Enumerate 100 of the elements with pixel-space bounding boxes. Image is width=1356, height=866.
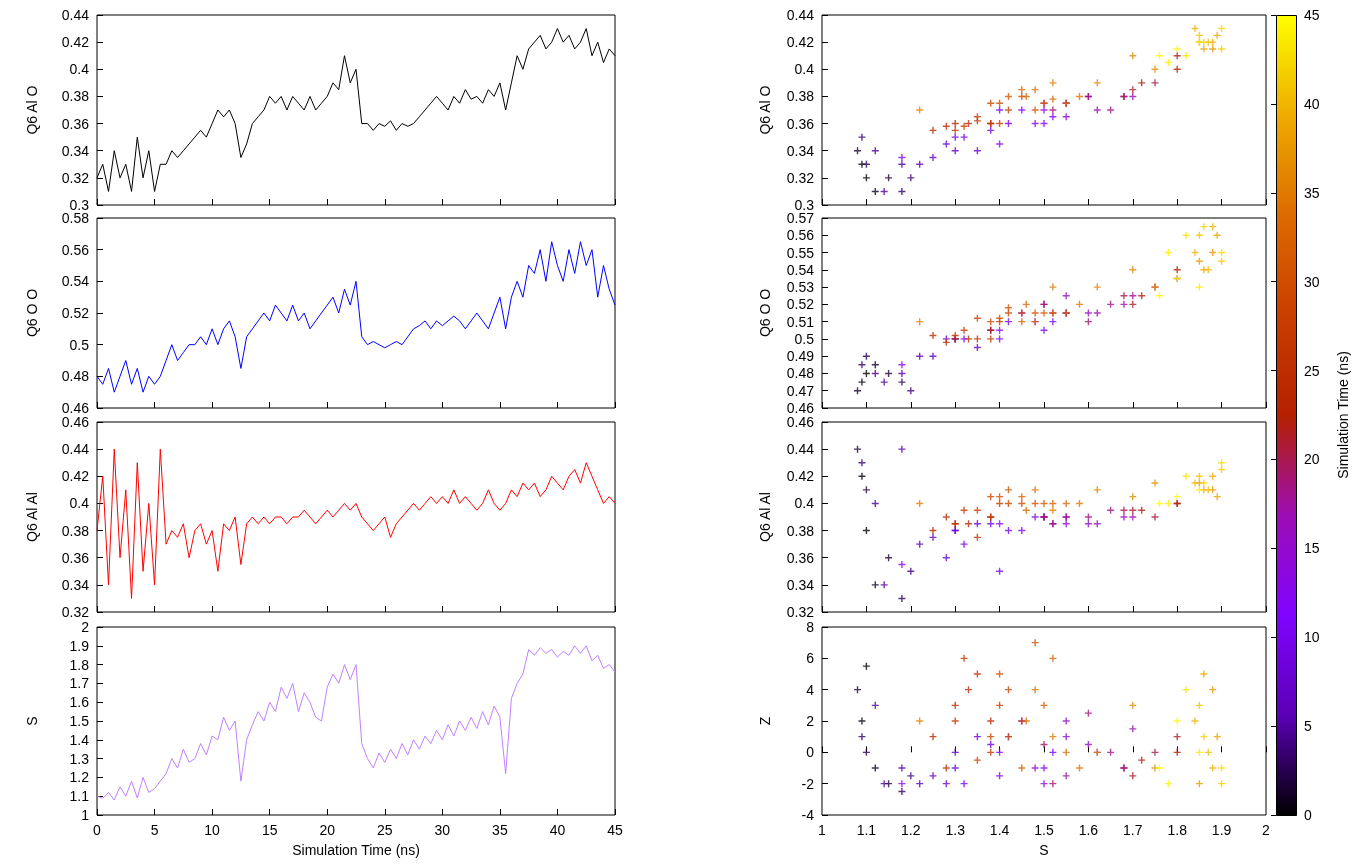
x-tick-label: 10 [204,822,221,838]
y-tick-label: 0.46 [786,400,815,416]
y-tick-label: 0.5 [69,336,90,353]
y-tick-label: 0.58 [61,210,90,226]
y-tick-label: 0.56 [786,227,815,244]
y-tick-label: 0.32 [786,604,815,620]
x-tick-label: 1.7 [1123,822,1143,838]
x-tick-label: 1 [818,822,827,838]
y-tick-label: 0.32 [61,604,90,620]
color-bar-label: 30 [1304,273,1320,290]
x-tick-label: 20 [319,822,336,838]
y-tick-label: 0.44 [61,7,90,23]
y-tick-label: 0.5 [794,330,815,347]
y-tick-label: 0.57 [786,210,815,226]
x-axis-title: Simulation Time (ns) [292,842,420,858]
y-tick-label: 0.48 [786,365,815,382]
x-tick-label: 15 [261,822,278,838]
y-tick-label: 4 [806,681,815,698]
line-series [96,241,616,393]
y-tick-label: 0.3 [794,197,815,213]
y-tick-label: 0 [806,744,815,761]
line-series [96,448,616,599]
y-tick-label: 0.52 [61,305,90,321]
y-axis-title: S [24,716,40,726]
y-tick-label: 0.34 [61,142,90,159]
x-axis-title: S [1039,842,1049,858]
y-axis-title: Q6 Al O [24,85,40,135]
y-tick-label: 0.44 [786,7,815,23]
y-axis-title: Q6 Al Al [24,492,40,542]
y-tick-label: 1.2 [69,769,90,786]
y-tick-label: 1.1 [69,788,90,805]
y-tick-label: 0.4 [69,61,90,78]
y-tick-label: 0.46 [786,414,815,430]
y-axis-title: Q6 Al O [757,85,773,135]
y-tick-label: 0.34 [61,576,90,593]
y-tick-label: 0.54 [61,273,90,290]
x-tick-label: 1.2 [901,822,921,838]
x-tick-label: 35 [492,822,508,838]
y-tick-label: 0.38 [61,522,90,539]
y-tick-label: 0.44 [786,441,815,458]
y-tick-label: 0.49 [786,348,815,365]
y-tick-label: 0.42 [786,468,815,485]
color-bar-label: 40 [1304,95,1320,112]
y-tick-label: 0.3 [69,197,90,213]
y-tick-label: 0.36 [61,549,90,566]
color-bar-label: 0 [1304,807,1312,823]
y-tick-label: 2 [806,713,815,729]
color-bar-title: Simulation Time (ns) [1335,351,1351,479]
y-tick-label: 8 [806,619,815,635]
x-tick-label: 1.9 [1211,822,1232,838]
y-axis-title: Q6 O O [757,288,773,338]
color-bar-label: 15 [1304,540,1320,557]
y-tick-label: 0.55 [786,244,815,261]
x-tick-label: 1.6 [1078,822,1099,838]
y-axis-title: Z [757,716,773,726]
y-tick-label: 0.36 [61,115,90,132]
line-series [96,645,616,801]
y-axis-title: Q6 Al Al [757,492,773,542]
y-tick-label: 0.47 [786,382,815,399]
x-tick-label: 5 [150,822,159,838]
x-tick-label: 0 [93,822,102,838]
y-tick-label: 0.44 [61,441,90,458]
y-tick-label: 0.34 [786,576,815,593]
color-bar-label: 10 [1304,629,1320,646]
y-tick-label: 0.51 [786,313,815,330]
x-tick-label: 1.1 [856,822,877,838]
y-tick-label: 1.5 [69,713,90,729]
y-tick-label: 1.7 [69,675,90,692]
x-tick-label: 1.4 [989,822,1010,838]
y-tick-label: 1.3 [69,750,90,767]
y-tick-label: 2 [81,619,90,635]
color-bar-label: 45 [1304,7,1320,23]
y-tick-label: 0.52 [786,296,815,313]
y-tick-label: 0.38 [786,522,815,539]
color-bar-label: 20 [1304,451,1320,468]
y-tick-label: 6 [806,650,815,667]
y-tick-label: 0.38 [786,88,815,105]
color-bar-label: 25 [1304,362,1320,379]
x-tick-label: 25 [376,822,393,838]
x-tick-label: 40 [549,822,566,838]
x-tick-label: 1.5 [1034,822,1054,838]
color-bar-label: 35 [1304,184,1320,201]
x-tick-label: 30 [434,822,451,838]
y-tick-label: 0.42 [61,468,90,485]
y-tick-label: -2 [801,775,815,792]
y-tick-label: 0.34 [786,142,815,159]
y-tick-label: 0.36 [786,115,815,132]
y-tick-label: 0.46 [61,414,90,430]
y-tick-label: 0.53 [786,279,815,296]
y-tick-label: 0.32 [786,169,815,186]
y-tick-label: 0.32 [61,169,90,186]
y-tick-label: 0.46 [61,400,90,416]
y-tick-label: 1.4 [69,731,90,748]
y-tick-label: 0.4 [69,495,90,512]
y-tick-label: 0.4 [794,61,815,78]
x-tick-label: 1.3 [945,822,966,838]
color-bar-label: 5 [1304,718,1312,735]
y-tick-label: 1.6 [69,694,90,711]
y-tick-label: 1 [81,807,90,823]
y-tick-label: 0.54 [786,261,815,278]
